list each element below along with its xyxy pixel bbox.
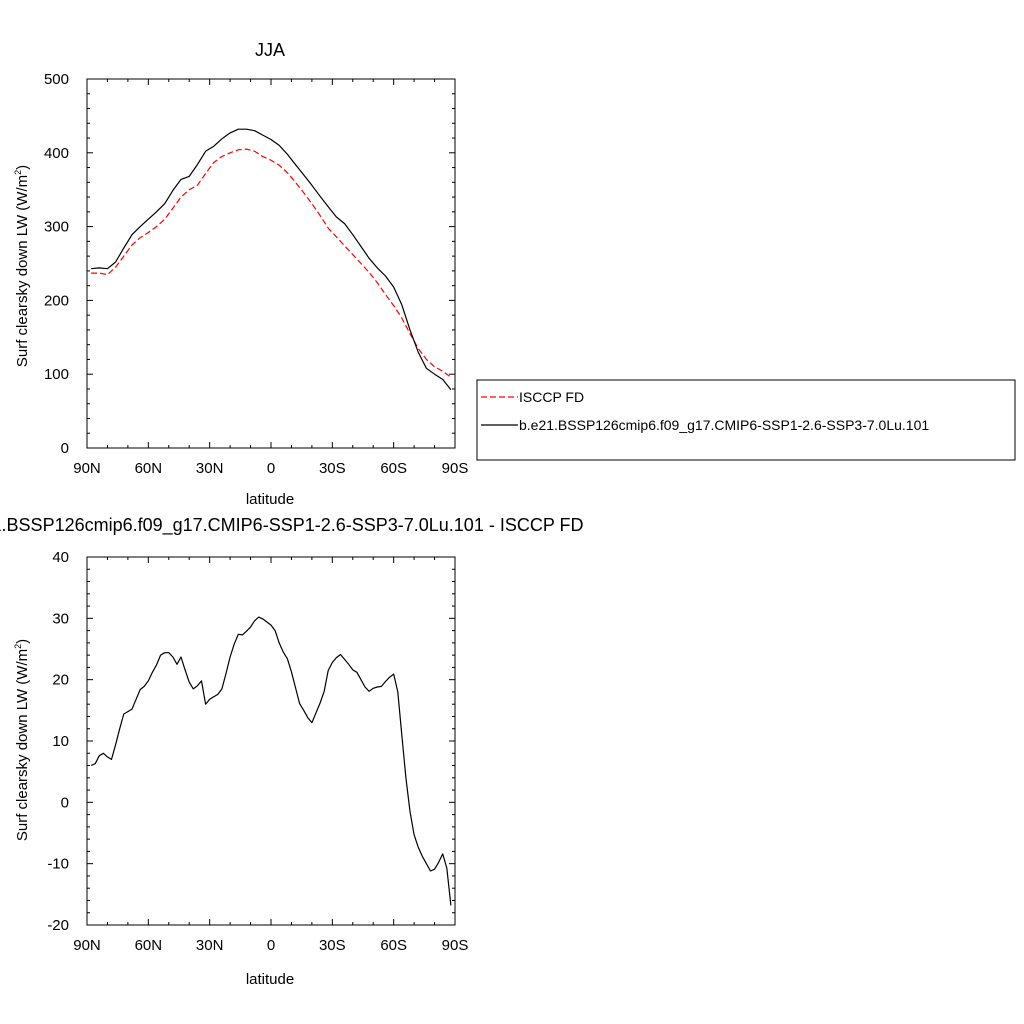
bottom-plot-area: 90N 60N 30N 0 30S 60S 90S -20 -10 0 10 20 30 40 xyxy=(47,549,468,954)
top-y-tick-label: 500 xyxy=(44,71,69,88)
top-plot-frame xyxy=(86,78,456,449)
bottom-chart-panel: b.e21.BSSP126cmip6.f09_g17.CMIP6-SSP1-2.… xyxy=(0,515,584,988)
bottom-ylabel-main: Surf clearsky down LW (W/m xyxy=(14,649,31,841)
top-ylabel-close: ) xyxy=(14,165,31,170)
bottom-x-tick-label: 60S xyxy=(380,937,407,954)
top-y-tick-label: 300 xyxy=(44,219,69,236)
bottom-chart-title: b.e21.BSSP126cmip6.f09_g17.CMIP6-SSP1-2.… xyxy=(0,515,584,536)
bottom-x-tick-label: 30N xyxy=(196,937,224,954)
bottom-y-tick-label: 20 xyxy=(52,672,69,689)
top-ylabel-main: Surf clearsky down LW (W/m xyxy=(14,175,31,367)
top-x-tick-label: 30N xyxy=(196,460,224,477)
bottom-y-tick-label: -10 xyxy=(47,856,69,873)
top-series-1-line xyxy=(91,128,452,391)
top-y-tick-label: 100 xyxy=(44,366,69,383)
top-chart-panel: JJA Surf clearsky down LW (W/m2) latitud… xyxy=(13,40,468,508)
top-series-0-line xyxy=(91,148,452,378)
bottom-chart-xlabel: latitude xyxy=(246,971,294,988)
top-y-tick-label: 200 xyxy=(44,292,69,309)
legend-box xyxy=(476,379,1016,461)
bottom-ylabel-close: ) xyxy=(14,639,31,644)
top-y-tick-label: 0 xyxy=(61,440,69,457)
top-ylabel-superscript: 2 xyxy=(13,170,23,175)
legend: ISCCP FD b.e21.BSSP126cmip6.f09_g17.CMIP… xyxy=(476,379,1016,461)
bottom-chart-ylabel: Surf clearsky down LW (W/m2) xyxy=(13,639,31,841)
top-x-tick-label: 0 xyxy=(267,460,275,477)
bottom-x-tick-label: 90S xyxy=(442,937,469,954)
bottom-ylabel-superscript: 2 xyxy=(13,644,23,649)
top-x-tick-label: 60N xyxy=(135,460,163,477)
bottom-y-tick-label: 30 xyxy=(52,610,69,627)
top-x-tick-label: 90S xyxy=(442,460,469,477)
top-chart-ylabel: Surf clearsky down LW (W/m2) xyxy=(13,165,31,367)
top-x-tick-label: 90N xyxy=(73,460,101,477)
bottom-series-0-line xyxy=(90,616,452,906)
top-chart-xlabel: latitude xyxy=(246,491,294,508)
legend-label-isccp: ISCCP FD xyxy=(519,389,584,405)
bottom-y-tick-label: 0 xyxy=(61,794,69,811)
bottom-y-tick-label: 10 xyxy=(52,733,69,750)
bottom-x-tick-label: 0 xyxy=(267,937,275,954)
top-x-tick-label: 60S xyxy=(380,460,407,477)
top-plot-area: 90N 60N 30N 0 30S 60S 90S 0 100 200 300 400 500 xyxy=(44,71,468,477)
top-x-tick-label: 30S xyxy=(319,460,346,477)
bottom-x-tick-label: 60N xyxy=(135,937,163,954)
legend-label-model: b.e21.BSSP126cmip6.f09_g17.CMIP6-SSP1-2.… xyxy=(519,417,929,433)
bottom-y-tick-label: -20 xyxy=(47,917,69,934)
top-chart-title: JJA xyxy=(255,40,285,60)
bottom-y-tick-label: 40 xyxy=(52,549,69,566)
bottom-x-tick-label: 30S xyxy=(319,937,346,954)
top-y-tick-label: 400 xyxy=(44,145,69,162)
bottom-x-tick-label: 90N xyxy=(73,937,101,954)
bottom-plot-frame xyxy=(86,556,456,926)
